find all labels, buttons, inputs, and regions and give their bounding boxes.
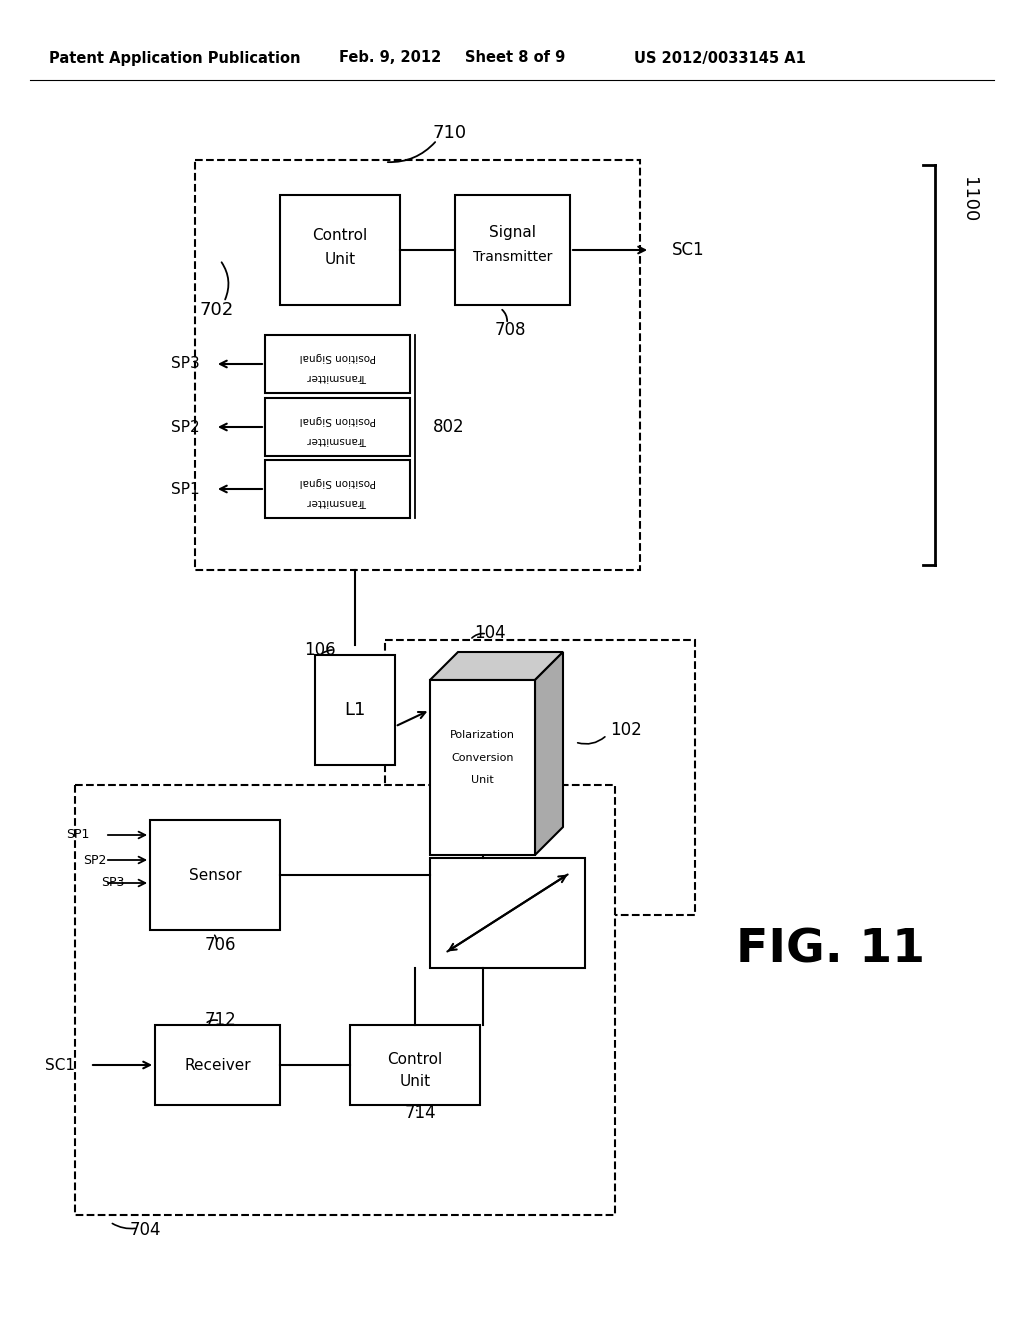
Bar — [195, 160, 640, 570]
Text: Unit: Unit — [471, 775, 494, 785]
Text: Transmitter: Transmitter — [307, 496, 368, 507]
Text: Transmitter: Transmitter — [473, 249, 552, 264]
Text: Sheet 8 of 9: Sheet 8 of 9 — [465, 50, 565, 66]
Bar — [385, 640, 695, 915]
Text: 710: 710 — [433, 124, 467, 143]
Text: Polarization: Polarization — [450, 730, 515, 741]
Bar — [430, 858, 585, 968]
Text: SP1: SP1 — [67, 829, 90, 842]
Text: 712: 712 — [204, 1011, 236, 1030]
Text: Signal: Signal — [489, 226, 536, 240]
Text: Conversion: Conversion — [452, 752, 514, 763]
Text: Receiver: Receiver — [184, 1057, 251, 1072]
Text: FIG. 11: FIG. 11 — [735, 928, 925, 973]
Bar — [265, 399, 410, 455]
Text: SP2: SP2 — [83, 854, 106, 866]
Text: L1: L1 — [344, 701, 366, 719]
Bar — [150, 820, 280, 931]
Text: Feb. 9, 2012: Feb. 9, 2012 — [339, 50, 441, 66]
Text: SC1: SC1 — [672, 242, 705, 259]
Text: SC1: SC1 — [45, 1057, 75, 1072]
Text: Position Signal: Position Signal — [299, 477, 376, 487]
Text: Position Signal: Position Signal — [299, 352, 376, 362]
Text: SP2: SP2 — [171, 420, 200, 434]
Bar — [265, 335, 410, 393]
Text: 106: 106 — [304, 642, 336, 659]
Text: 1100: 1100 — [961, 177, 978, 223]
Text: Sensor: Sensor — [188, 867, 242, 883]
Polygon shape — [535, 652, 563, 855]
Bar — [350, 1026, 480, 1105]
Text: Transmitter: Transmitter — [307, 434, 368, 445]
Text: SP1: SP1 — [171, 482, 200, 496]
Text: 714: 714 — [404, 1104, 436, 1122]
Polygon shape — [430, 652, 563, 680]
Text: 708: 708 — [495, 321, 525, 339]
Text: Patent Application Publication: Patent Application Publication — [49, 50, 301, 66]
Bar — [455, 195, 570, 305]
Text: SP3: SP3 — [101, 876, 125, 890]
Bar — [430, 680, 535, 855]
Text: Unit: Unit — [325, 252, 355, 268]
Text: 702: 702 — [200, 301, 234, 319]
Bar — [280, 195, 400, 305]
Text: Unit: Unit — [399, 1074, 430, 1089]
Bar — [265, 459, 410, 517]
Bar — [155, 1026, 280, 1105]
Bar — [75, 785, 615, 1214]
Text: 802: 802 — [433, 417, 465, 436]
Text: SP3: SP3 — [171, 356, 200, 371]
Text: Transmitter: Transmitter — [307, 372, 368, 381]
Text: 706: 706 — [204, 936, 236, 954]
Text: Position Signal: Position Signal — [299, 414, 376, 425]
Text: 102: 102 — [610, 721, 642, 739]
Text: Control: Control — [387, 1052, 442, 1068]
Text: US 2012/0033145 A1: US 2012/0033145 A1 — [634, 50, 806, 66]
Bar — [315, 655, 395, 766]
Text: Control: Control — [312, 227, 368, 243]
Text: 104: 104 — [474, 624, 506, 642]
Text: 704: 704 — [129, 1221, 161, 1239]
